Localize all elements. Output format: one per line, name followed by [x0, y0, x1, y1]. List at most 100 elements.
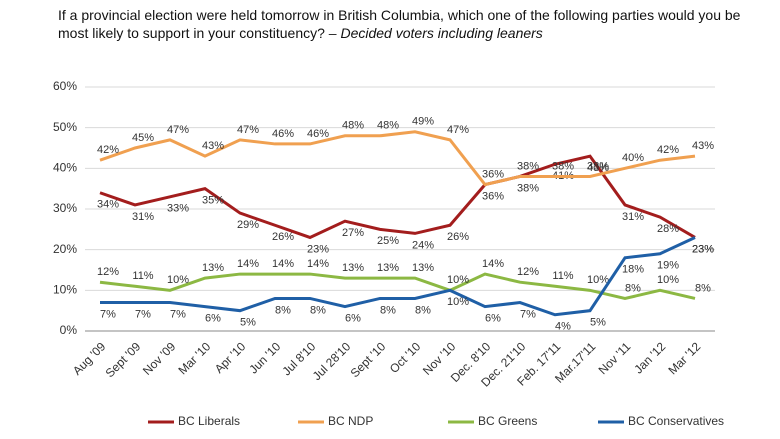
data-label: 13% — [412, 262, 434, 274]
data-label: 42% — [657, 144, 679, 156]
data-label: 43% — [587, 162, 609, 174]
data-label: 38% — [517, 182, 539, 194]
data-label: 48% — [342, 120, 364, 132]
data-label: 47% — [447, 124, 469, 136]
data-label: 31% — [132, 211, 154, 223]
data-label: 10% — [587, 274, 609, 286]
x-tick-label: Nov '11 — [596, 339, 634, 377]
data-label: 49% — [412, 116, 434, 128]
legend-label: BC Greens — [478, 414, 537, 428]
x-tick-label: Oct '10 — [387, 339, 424, 376]
data-label: 10% — [447, 274, 469, 286]
data-label: 14% — [482, 258, 504, 270]
data-label: 8% — [415, 304, 431, 316]
data-label: 33% — [167, 203, 189, 215]
data-label: 13% — [342, 262, 364, 274]
data-label: 13% — [377, 262, 399, 274]
y-tick-label: 40% — [53, 161, 77, 175]
data-label: 25% — [377, 235, 399, 247]
data-label: 7% — [135, 308, 151, 320]
x-tick-label: Mar '12 — [665, 339, 703, 377]
data-label: 48% — [377, 120, 399, 132]
x-tick-label: Jun '10 — [246, 339, 283, 376]
data-label: 8% — [275, 304, 291, 316]
series-line — [100, 236, 696, 317]
data-label: 31% — [622, 211, 644, 223]
data-label: 7% — [520, 308, 536, 320]
x-tick-label: Sept '10 — [348, 339, 389, 380]
legend-label: BC Liberals — [178, 414, 240, 428]
data-label: 36% — [482, 169, 504, 181]
data-label: 10% — [447, 296, 469, 308]
data-label: 12% — [517, 266, 539, 278]
data-label: 42% — [97, 144, 119, 156]
data-label: 6% — [205, 313, 221, 325]
data-label: 8% — [380, 304, 396, 316]
data-label: 14% — [307, 258, 329, 270]
data-label: 24% — [412, 239, 434, 251]
y-tick-label: 30% — [53, 201, 77, 215]
data-label: 27% — [342, 227, 364, 239]
y-tick-label: 10% — [53, 283, 77, 297]
data-label: 38% — [552, 160, 574, 172]
chart-subtitle: – Decided voters including leaners — [328, 25, 543, 41]
data-label: 26% — [272, 231, 294, 243]
data-label: 47% — [167, 124, 189, 136]
data-label: 34% — [97, 199, 119, 211]
data-label: 19% — [657, 260, 679, 272]
x-tick-label: Mar '10 — [175, 339, 213, 377]
data-label: 38% — [587, 160, 609, 172]
x-tick-label: Jul 28'10 — [310, 339, 354, 383]
data-label: 46% — [272, 128, 294, 140]
data-label: 8% — [310, 304, 326, 316]
data-label: 4% — [555, 321, 571, 333]
data-label: 26% — [447, 231, 469, 243]
data-label: 11% — [552, 270, 573, 282]
data-label: 14% — [237, 258, 259, 270]
data-label: 12% — [97, 266, 119, 278]
data-label: 7% — [170, 308, 186, 320]
data-label: 18% — [622, 264, 644, 276]
data-label: 29% — [237, 219, 259, 231]
data-label: 45% — [132, 132, 154, 144]
x-tick-label: Aug '09 — [70, 339, 109, 378]
data-label: 23% — [692, 243, 714, 255]
data-label: 10% — [167, 274, 189, 286]
data-label: 5% — [590, 317, 606, 329]
y-tick-label: 60% — [53, 79, 77, 93]
data-label: 23% — [692, 243, 714, 255]
x-tick-label: Jan '12 — [631, 339, 668, 376]
series-line — [99, 272, 696, 301]
data-label: 35% — [202, 195, 224, 207]
data-label: 47% — [237, 124, 259, 136]
y-tick-label: 50% — [53, 120, 77, 134]
data-label: 43% — [692, 140, 714, 152]
series-line — [99, 130, 696, 187]
data-label: 14% — [272, 258, 294, 270]
legend-label: BC NDP — [328, 414, 373, 428]
data-label: 6% — [485, 313, 501, 325]
x-tick-label: Nov '09 — [140, 339, 179, 378]
data-label: 11% — [132, 270, 153, 282]
x-tick-label: Sept '09 — [103, 339, 144, 380]
data-label: 6% — [345, 313, 361, 325]
data-label: 8% — [695, 282, 711, 294]
legend-label: BC Conservatives — [628, 414, 724, 428]
data-label: 13% — [202, 262, 224, 274]
data-label: 28% — [657, 223, 679, 235]
data-label: 36% — [482, 191, 504, 203]
data-label: 10% — [657, 274, 679, 286]
x-tick-label: Apr '10 — [212, 339, 249, 376]
data-label: 46% — [307, 128, 329, 140]
y-tick-label: 20% — [53, 242, 77, 256]
series-line — [99, 154, 696, 240]
data-label: 43% — [202, 140, 224, 152]
data-label: 5% — [240, 317, 256, 329]
data-label: 8% — [625, 282, 641, 294]
chart-title: If a provincial election were held tomor… — [58, 7, 741, 41]
data-label: 7% — [100, 308, 116, 320]
data-label: 38% — [517, 160, 539, 172]
data-label: 23% — [307, 243, 329, 255]
